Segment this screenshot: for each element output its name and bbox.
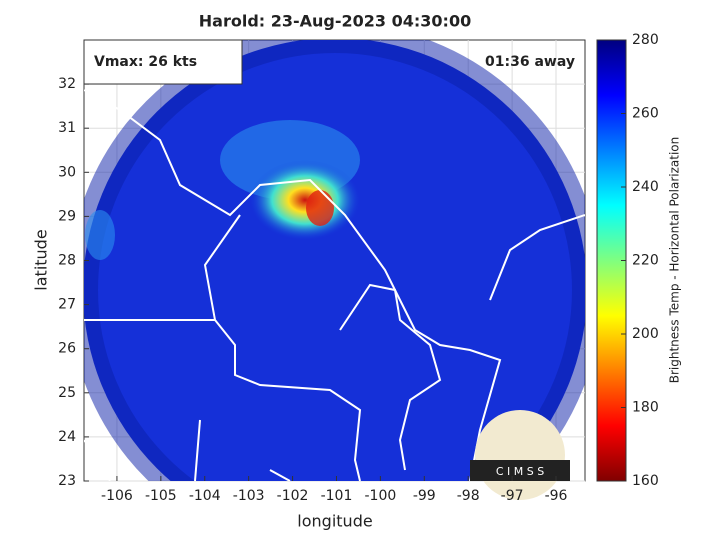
colorbar-label: Brightness Temp - Horizontal Polarizatio… (668, 137, 682, 384)
annotation-box (83, 39, 243, 85)
y-tick-label: 24 (58, 429, 76, 445)
logo: C I M S S (470, 410, 570, 500)
annotation: Vmax: 26 kts (94, 54, 197, 70)
y-tick-label: 30 (58, 164, 76, 180)
y-tick-label: 28 (58, 253, 76, 269)
colorbar-tick-label: 160 (632, 473, 659, 489)
x-tick-label: -98 (457, 488, 480, 504)
x-tick-label: -97 (501, 488, 524, 504)
chart-title: Harold: 23-Aug-2023 04:30:00 (199, 12, 471, 31)
y-tick-label: 27 (58, 297, 76, 313)
y-tick-label: 23 (58, 473, 76, 489)
x-tick-label: -99 (413, 488, 436, 504)
y-tick-label: 29 (58, 208, 76, 224)
colorbar-tick-label: 180 (632, 400, 659, 416)
colorbar-tick-label: 260 (632, 106, 659, 122)
x-axis-label: longitude (297, 512, 372, 531)
x-tick-label: -100 (364, 488, 396, 504)
colorbar-tick-label: 220 (632, 253, 659, 269)
y-tick-label: 25 (58, 385, 76, 401)
colorbar-tick-label: 280 (632, 32, 659, 48)
colorbar-tick-label: 240 (632, 179, 659, 195)
annotation: 01:36 away (485, 54, 575, 70)
x-tick-label: -96 (545, 488, 568, 504)
x-tick-label: -102 (277, 488, 309, 504)
colorbar-tick-label: 200 (632, 326, 659, 342)
y-axis-label: latitude (32, 229, 51, 290)
y-tick-label: 32 (58, 76, 76, 92)
logo-text: C I M S S (496, 465, 544, 478)
y-tick-label: 26 (58, 341, 76, 357)
x-tick-label: -103 (233, 488, 265, 504)
x-tick-label: -106 (101, 488, 133, 504)
satellite-image (84, 40, 585, 481)
x-tick-label: -104 (189, 488, 221, 504)
y-tick-label: 31 (58, 120, 76, 136)
x-tick-label: -105 (145, 488, 177, 504)
x-tick-label: -101 (321, 488, 353, 504)
